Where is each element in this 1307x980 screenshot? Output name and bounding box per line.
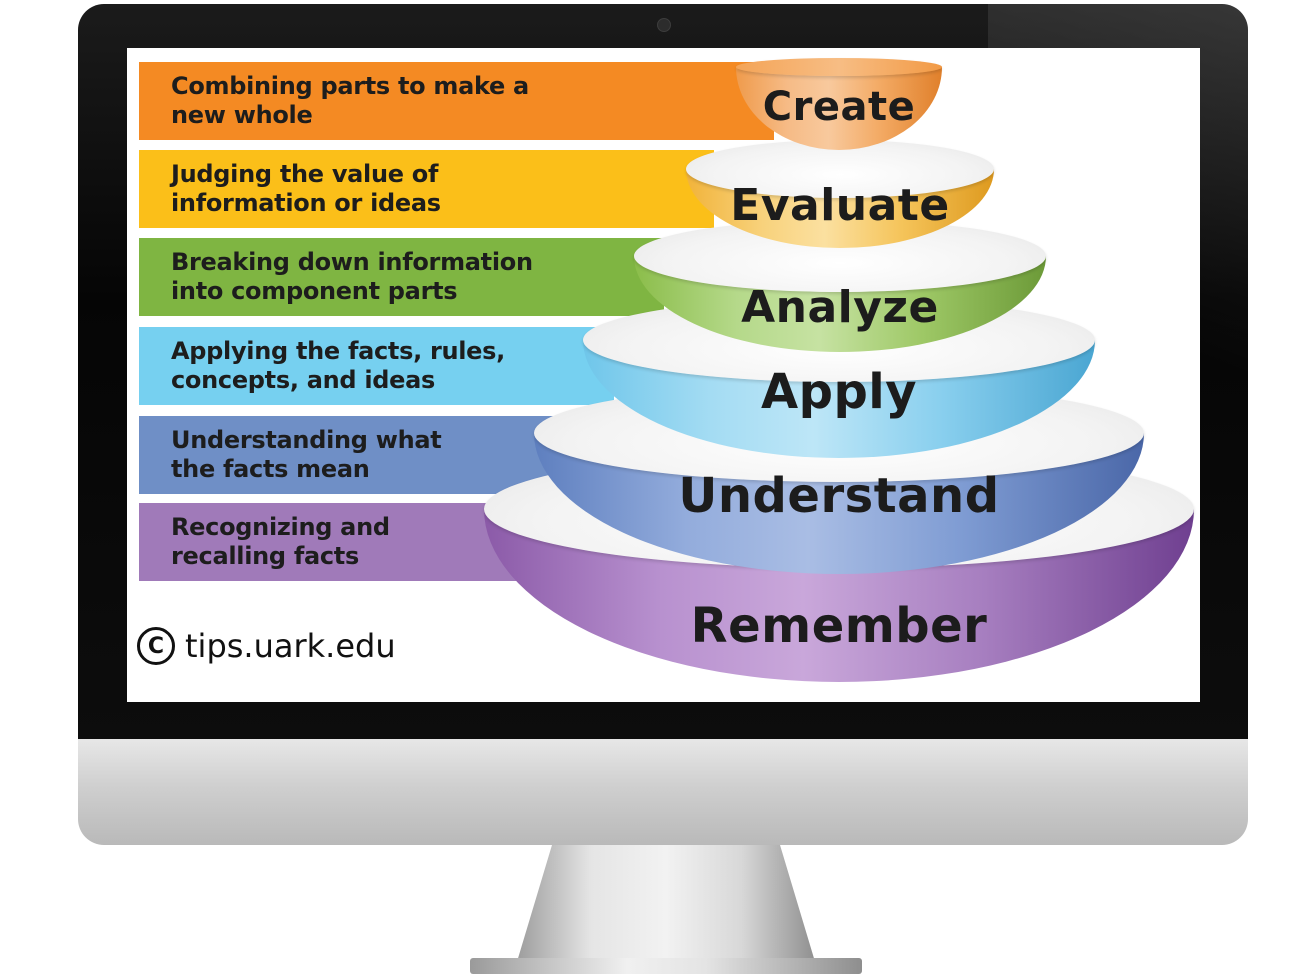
tier-create-top <box>736 58 942 76</box>
tier-evaluate: Evaluate <box>686 140 994 248</box>
tier-understand-label: Understand <box>678 468 1000 524</box>
description-create: Combining parts to make a new whole <box>139 62 774 140</box>
monitor-stand-foot <box>470 958 862 974</box>
tier-evaluate-label: Evaluate <box>730 180 950 231</box>
copyright-notice: C tips.uark.edu <box>137 624 396 668</box>
tier-analyze-label: Analyze <box>741 282 939 333</box>
tier-apply: Apply <box>583 298 1095 458</box>
description-analyze: Breaking down information into component… <box>139 238 664 316</box>
copyright-text: tips.uark.edu <box>185 627 396 665</box>
tier-remember-label: Remember <box>690 598 988 654</box>
description-remember: Recognizing and recalling facts <box>139 503 524 581</box>
description-evaluate: Judging the value of information or idea… <box>139 150 714 228</box>
copyright-icon: C <box>137 627 175 665</box>
description-apply: Applying the facts, rules, concepts, and… <box>139 327 614 405</box>
monitor-screen: Combining parts to make a new whole Judg… <box>127 48 1200 702</box>
webcam-icon <box>657 18 671 32</box>
tier-create-label: Create <box>762 84 916 130</box>
description-understand: Understanding what the facts mean <box>139 416 569 494</box>
tier-create: Create <box>736 58 942 150</box>
monitor-chin <box>78 739 1248 845</box>
tier-apply-label: Apply <box>760 364 918 420</box>
monitor-stand-neck <box>516 845 816 965</box>
